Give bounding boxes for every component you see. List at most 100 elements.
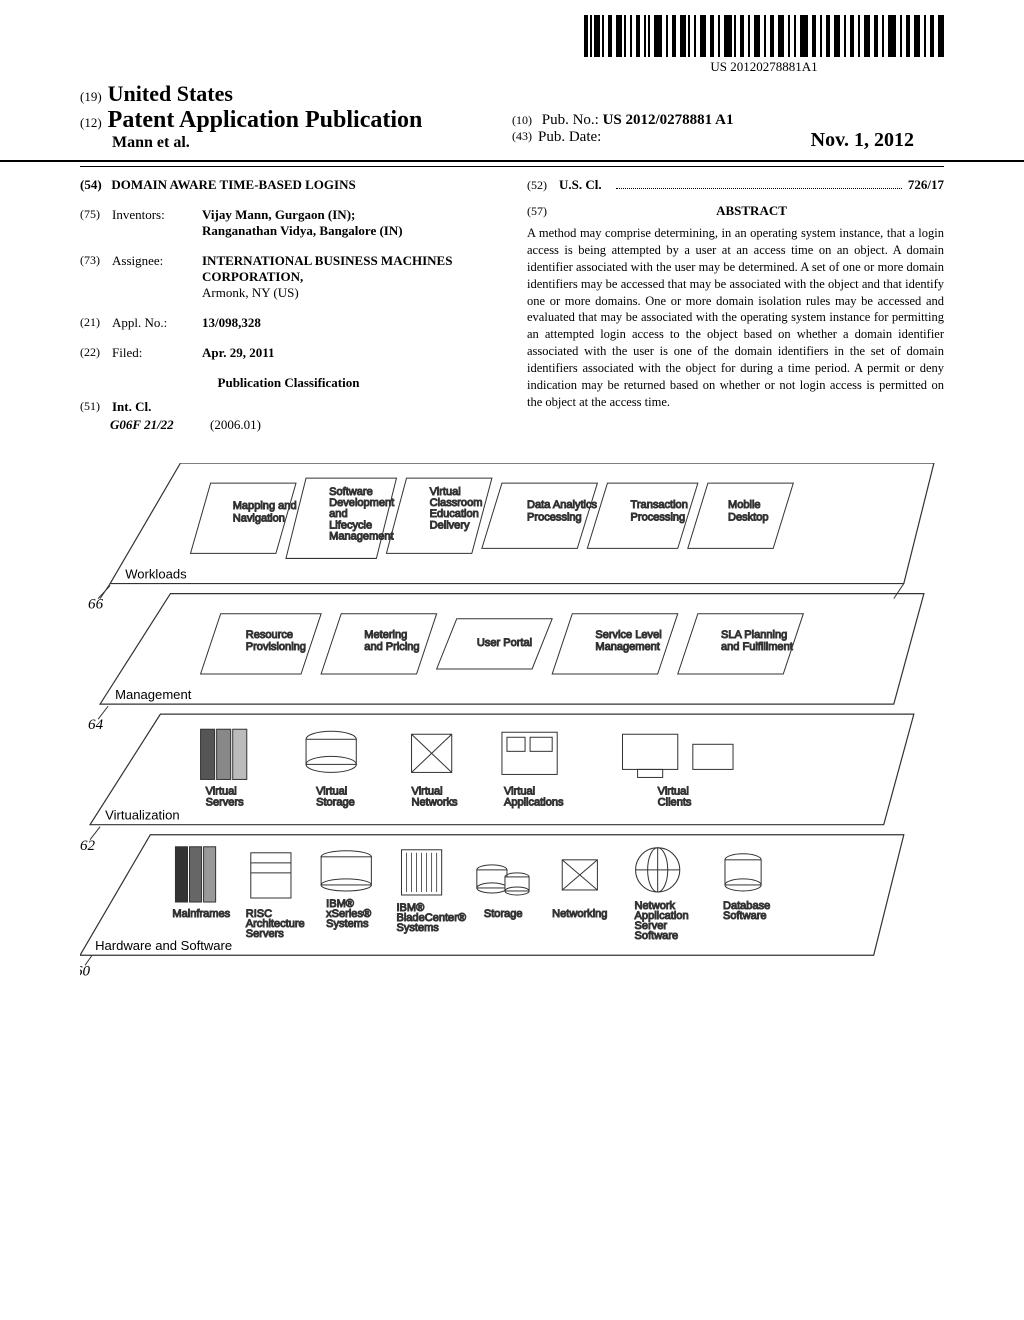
uscl-label: U.S. Cl. [559,177,602,193]
assignee-label: Assignee: [112,253,202,301]
uscl-row: (52) U.S. Cl. 726/17 [527,177,944,193]
applno-label: Appl. No.: [112,315,202,331]
title-54: (54) DOMAIN AWARE TIME-BASED LOGINS [80,177,497,193]
assignee-value: INTERNATIONAL BUSINESS MACHINES CORPORAT… [202,253,497,301]
divider [80,166,944,167]
svg-text:MobileDesktop: MobileDesktop [728,499,769,523]
intcl-prefix: (51) [80,399,112,415]
figure-area: Mapping andNavigation SoftwareDevelopmen… [80,463,944,990]
svg-text:VirtualClassroomEducationDeliv: VirtualClassroomEducationDelivery [430,486,483,531]
barcode: US 20120278881A1 [584,15,944,75]
svg-text:Mapping andNavigation: Mapping andNavigation [233,500,297,524]
pubdate-value: Nov. 1, 2012 [811,129,944,152]
inventors-label: Inventors: [112,207,202,239]
pubno-label: Pub. No.: [542,112,599,128]
inventors-row: (75) Inventors: Vijay Mann, Gurgaon (IN)… [80,207,497,239]
svg-text:VirtualServers: VirtualServers [206,786,245,809]
applno-row: (21) Appl. No.: 13/098,328 [80,315,497,331]
svg-text:ResourceProvisioning: ResourceProvisioning [246,629,306,653]
inventors-value: Vijay Mann, Gurgaon (IN); Ranganathan Vi… [202,207,497,239]
svg-text:SoftwareDevelopmentandLifecycl: SoftwareDevelopmentandLifecycleManagemen… [329,486,394,542]
svg-text:64: 64 [88,717,104,733]
svg-text:Meteringand Pricing: Meteringand Pricing [364,629,419,653]
cloud-layers-diagram: Mapping andNavigation SoftwareDevelopmen… [80,463,944,985]
pub-title-line: (12) Patent Application Publication [80,107,512,134]
intcl-label: Int. Cl. [112,399,151,415]
columns: (54) DOMAIN AWARE TIME-BASED LOGINS (75)… [0,177,1024,433]
layer-virtualization: VirtualServers VirtualStorage VirtualNet… [90,714,914,825]
svg-text:VirtualApplications: VirtualApplications [504,786,564,809]
svg-text:Service LevelManagement: Service LevelManagement [595,629,661,653]
country-prefix: (19) [80,89,102,104]
svg-text:VirtualStorage: VirtualStorage [316,786,355,809]
barcode-area: US 20120278881A1 [0,0,1024,81]
svg-text:Mainframes: Mainframes [172,908,230,920]
svg-text:IBM®BladeCenter®Systems: IBM®BladeCenter®Systems [396,902,466,934]
applno-value: 13/098,328 [202,315,497,331]
intcl-detail: G06F 21/22 (2006.01) [80,417,497,433]
pub-title: Patent Application Publication [108,107,423,133]
svg-text:IBM®xSeries®Systems: IBM®xSeries®Systems [326,898,371,930]
header-row: (19) United States (12) Patent Application… [0,81,1024,162]
uscl-value: 726/17 [908,177,944,193]
country-line: (19) United States [80,81,512,107]
layer-hardware: Mainframes RISCArchitectureServers IBM®x… [80,835,904,956]
uscl-dots [616,188,902,189]
svg-text:Storage: Storage [484,908,523,920]
barcode-label: US 20120278881A1 [584,59,944,75]
svg-text:Networking: Networking [552,908,607,920]
svg-text:60: 60 [80,963,91,979]
abstract-block: (57) ABSTRACT A method may comprise dete… [527,193,944,411]
country-name: United States [108,81,233,106]
svg-text:DatabaseSoftware: DatabaseSoftware [723,900,770,922]
col-left: (54) DOMAIN AWARE TIME-BASED LOGINS (75)… [80,177,497,433]
abstract-text: A method may comprise determining, in an… [527,225,944,411]
pubno-prefix: (10) [512,113,532,127]
pub-date-line: (43) Pub. Date: Nov. 1, 2012 [512,129,944,152]
svg-text:Virtualization: Virtualization [105,808,179,823]
header-right: (10) Pub. No.: US 2012/0278881 A1 (43) P… [512,112,944,152]
assignee-prefix: (73) [80,253,112,301]
svg-text:Workloads: Workloads [125,567,187,582]
abstract-prefix: (57) [527,204,559,219]
svg-text:SLA Planningand Fulfillment: SLA Planningand Fulfillment [721,629,793,653]
uscl-prefix: (52) [527,178,559,193]
pub-prefix: (12) [80,115,102,130]
assignee-line1: INTERNATIONAL BUSINESS MACHINES CORPORAT… [202,253,452,284]
pubdate-label: Pub. Date: [538,129,601,152]
svg-text:VirtualClients: VirtualClients [658,786,692,809]
svg-text:Data AnalyticsProcessing: Data AnalyticsProcessing [527,499,597,523]
svg-text:Management: Management [115,687,192,702]
layer-workloads: Mapping andNavigation SoftwareDevelopmen… [100,463,934,599]
assignee-line2: Armonk, NY (US) [202,285,299,300]
layer-management: ResourceProvisioning Meteringand Pricing… [100,594,924,705]
svg-text:VirtualNetworks: VirtualNetworks [412,786,459,809]
filed-label: Filed: [112,345,202,361]
svg-text:TransactionProcessing: TransactionProcessing [631,499,688,523]
filed-value: Apr. 29, 2011 [202,345,497,361]
svg-text:RISCArchitectureServers: RISCArchitectureServers [246,908,305,940]
intcl-code: G06F 21/22 [80,417,210,433]
pubdate-prefix: (43) [512,129,532,152]
assignee-row: (73) Assignee: INTERNATIONAL BUSINESS MA… [80,253,497,301]
filed-row: (22) Filed: Apr. 29, 2011 [80,345,497,361]
authors-line: Mann et al. [80,134,512,152]
intcl-date: (2006.01) [210,417,261,433]
title-prefix: (54) [80,177,102,192]
svg-text:62: 62 [80,838,96,854]
applno-prefix: (21) [80,315,112,331]
inventors-prefix: (75) [80,207,112,239]
inventor-2: Ranganathan Vidya, Bangalore (IN) [202,223,403,238]
abstract-heading: ABSTRACT [559,203,944,219]
pub-no-line: (10) Pub. No.: US 2012/0278881 A1 [512,112,944,129]
title-text: DOMAIN AWARE TIME-BASED LOGINS [111,177,355,192]
pubno-value: US 2012/0278881 A1 [603,112,734,128]
filed-prefix: (22) [80,345,112,361]
inventor-1: Vijay Mann, Gurgaon (IN); [202,207,355,222]
svg-text:NetworkApplicationServerSoftwa: NetworkApplicationServerSoftware [635,900,689,942]
header-left: (19) United States (12) Patent Application… [80,81,512,152]
classification-heading: Publication Classification [80,375,497,391]
svg-text:User Portal: User Portal [477,637,532,649]
svg-text:Hardware and Software: Hardware and Software [95,938,232,953]
intcl-row: (51) Int. Cl. [80,399,497,415]
